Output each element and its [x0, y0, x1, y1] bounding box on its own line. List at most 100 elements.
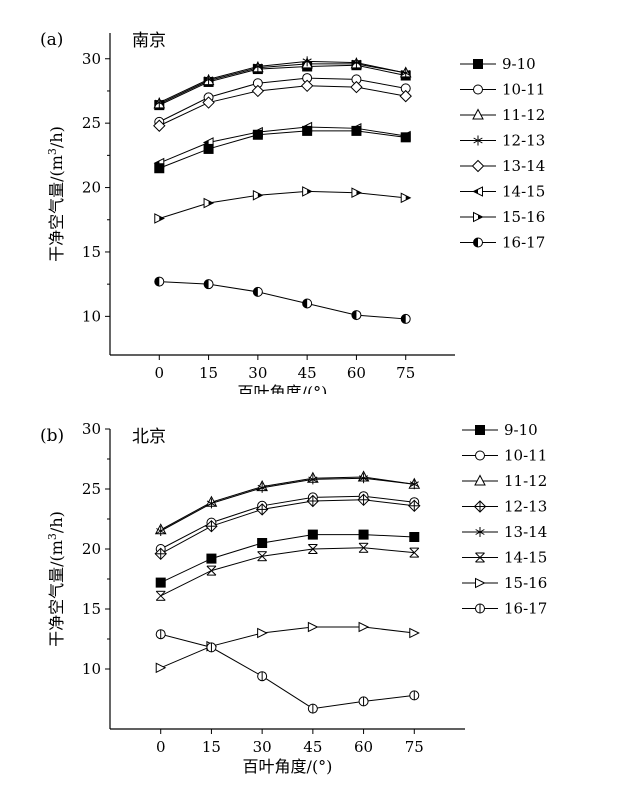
data-point [302, 298, 313, 309]
series-line [159, 281, 406, 320]
series-13-14 [153, 79, 412, 132]
data-point [400, 313, 411, 324]
y-tick-label: 10 [82, 660, 101, 678]
legend-item-16-17: 16-17 [460, 234, 545, 252]
legend-label: 12-13 [502, 132, 545, 150]
data-point [400, 192, 412, 204]
x-tick-label: 60 [354, 738, 373, 756]
data-point [300, 79, 314, 93]
data-point [399, 89, 412, 103]
series-line [159, 77, 406, 123]
legend-label: 10-11 [502, 81, 545, 99]
x-axis-title: 百叶角度/(°) [238, 383, 328, 394]
legend-marker [471, 159, 485, 173]
legend-marker [475, 450, 485, 461]
x-tick-label: 60 [347, 364, 366, 382]
data-point [154, 213, 165, 224]
series-line [160, 495, 415, 550]
data-point [155, 590, 166, 601]
legend-marker [473, 237, 483, 248]
legend-item-9-10: 9-10 [462, 421, 538, 439]
legend-marker [474, 474, 486, 486]
series-16-17 [154, 276, 411, 324]
series-line [160, 626, 415, 669]
series-line [159, 63, 406, 105]
data-point [409, 627, 420, 639]
series-line [159, 64, 406, 106]
series-line [159, 85, 406, 127]
legend-label: 15-16 [504, 574, 547, 592]
panel-label: (b) [40, 426, 64, 446]
data-point [409, 532, 420, 542]
data-point [253, 61, 263, 72]
legend-item-12-13: 12-13 [460, 132, 545, 150]
legend-label: 16-17 [504, 600, 547, 618]
data-point [351, 310, 362, 321]
legend-label: 15-16 [502, 208, 545, 226]
series-10-11 [155, 491, 420, 554]
series-15-16 [155, 621, 420, 674]
series-9-10 [155, 529, 420, 588]
x-axis-title: 百叶角度/(°) [243, 757, 333, 776]
x-tick-label: 75 [396, 364, 415, 382]
data-point [257, 538, 268, 548]
data-point [202, 96, 215, 109]
data-point [308, 474, 318, 485]
data-point [357, 493, 370, 507]
y-tick-label: 20 [82, 179, 101, 197]
x-tick-label: 15 [199, 364, 218, 382]
series-10-11 [154, 73, 411, 127]
x-tick-label: 45 [298, 364, 317, 382]
legend-marker [472, 108, 484, 120]
series-14-15 [155, 542, 420, 601]
data-point [203, 197, 215, 209]
legend-marker [475, 552, 485, 563]
legend-marker [475, 603, 485, 614]
legend-marker [473, 500, 487, 513]
data-point [306, 494, 320, 508]
legend-label: 10-11 [504, 447, 547, 465]
series-line [160, 499, 415, 555]
data-point [206, 498, 217, 509]
data-point [252, 189, 264, 201]
chart-panel-beijing: 10 15 20 25 30 0 15 30 45 60 75 百叶角度/(°) 干净空气量/(m3/h… [40, 420, 547, 776]
data-point [154, 547, 167, 561]
data-point [155, 577, 166, 588]
data-point [154, 276, 165, 287]
legend-label: 12-13 [504, 498, 547, 516]
legend-item-15-16: 15-16 [460, 208, 545, 226]
data-point [153, 119, 166, 132]
legend-item-16-17: 16-17 [462, 600, 547, 618]
x-tick-label: 45 [303, 738, 322, 756]
chart-title: 北京 [132, 427, 166, 447]
legend-label: 13-14 [502, 157, 545, 175]
x-tick-label: 30 [253, 738, 272, 756]
data-point [251, 84, 265, 98]
y-tick-label: 20 [82, 540, 101, 558]
x-tick-label: 0 [156, 738, 166, 756]
data-point [252, 286, 263, 297]
data-point [409, 479, 419, 490]
data-point [302, 186, 313, 197]
data-point [307, 621, 319, 633]
data-point [155, 629, 166, 640]
data-point [206, 642, 217, 653]
legend-label: 14-15 [504, 549, 547, 567]
series-12-13 [154, 56, 411, 108]
legend-item-14-15: 14-15 [462, 549, 547, 567]
data-point [257, 482, 267, 493]
legend-item-11-12: 11-12 [462, 472, 547, 490]
data-point [307, 703, 318, 714]
data-point [257, 551, 267, 562]
series-line [159, 130, 406, 169]
data-point [408, 499, 421, 513]
legend-label: 13-14 [504, 523, 547, 541]
y-tick-label: 30 [82, 50, 101, 68]
data-point [400, 132, 411, 143]
data-point [203, 74, 214, 85]
data-point [206, 553, 217, 564]
data-point [302, 125, 313, 136]
y-tick-label: 25 [82, 114, 101, 132]
legend-label: 11-12 [502, 106, 545, 124]
legend-marker [475, 577, 486, 589]
